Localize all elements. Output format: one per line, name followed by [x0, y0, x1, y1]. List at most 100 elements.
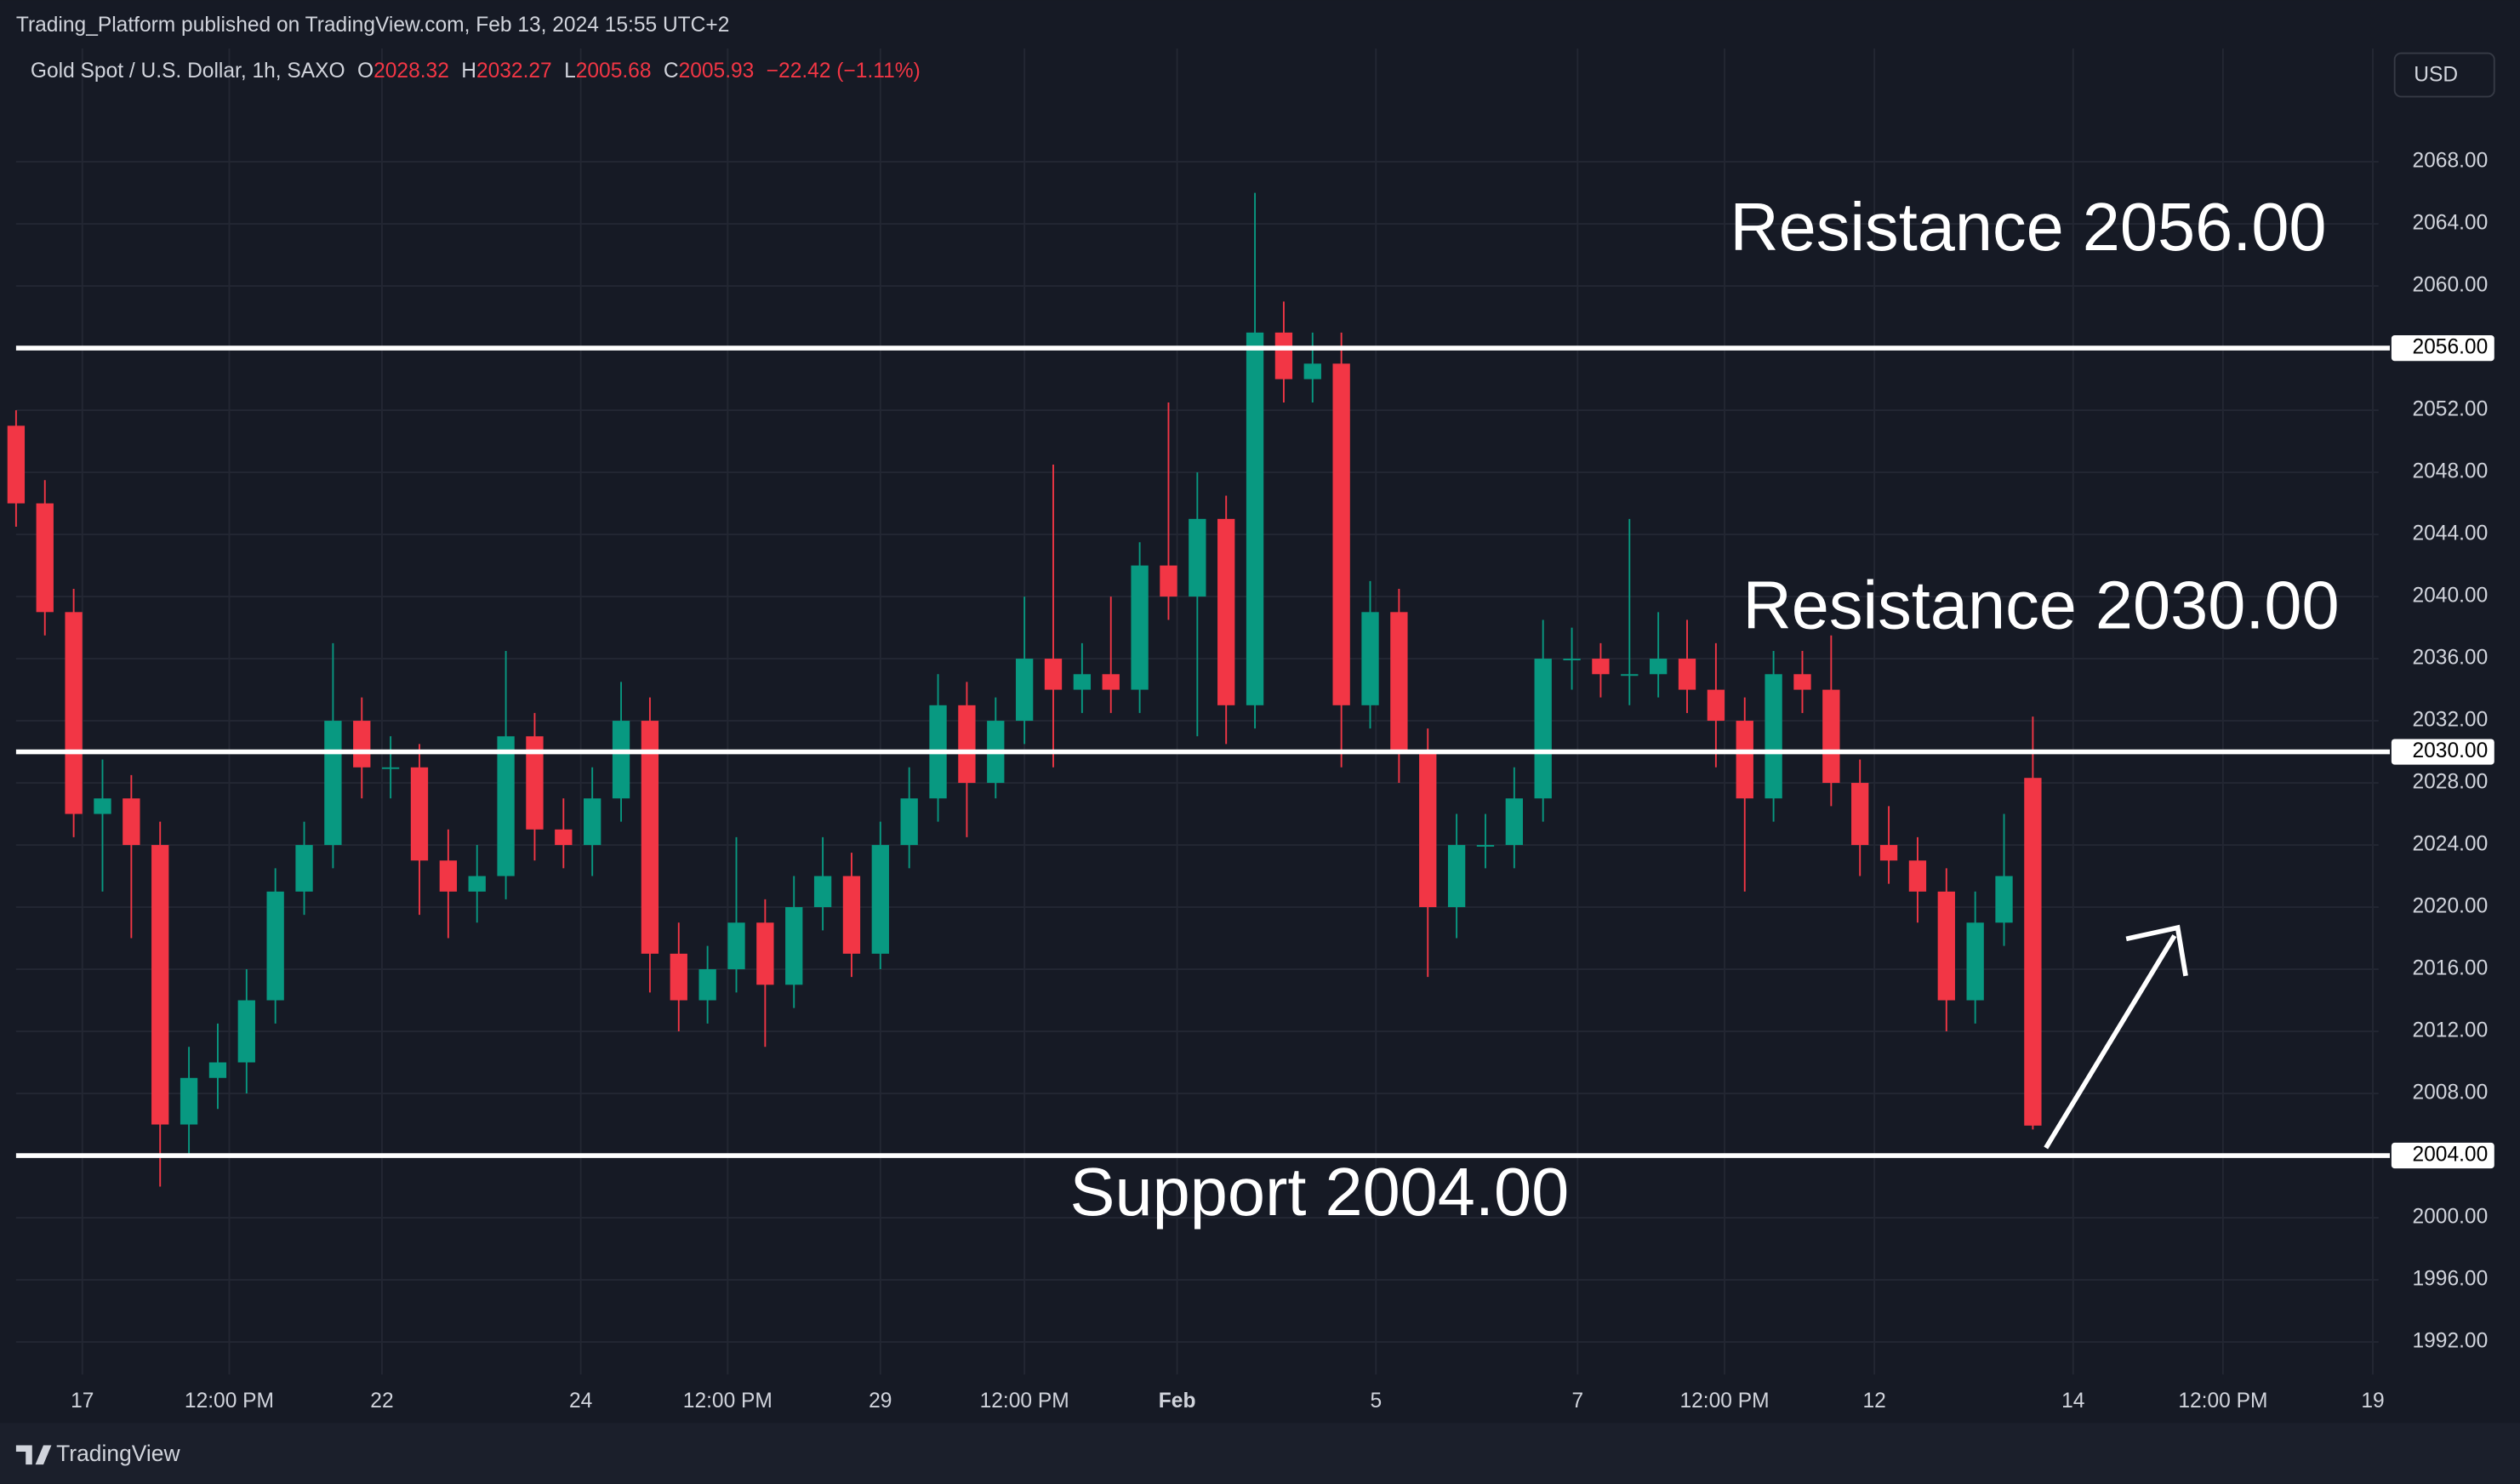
candle-body [208, 1062, 227, 1078]
candle-body [1736, 721, 1753, 799]
candle-body [324, 721, 342, 846]
x-tick-label: 12:00 PM [2178, 1390, 2267, 1413]
footer-logo[interactable]: TradingView [15, 1441, 181, 1466]
ohlc-key: C [664, 60, 679, 83]
arrow-shaft [2044, 934, 2177, 1150]
y-tick-label: 2000.00 [2412, 1206, 2488, 1229]
x-tick-label: 12 [1862, 1390, 1885, 1413]
currency-button[interactable]: USD [2393, 52, 2495, 98]
candle-body [1765, 674, 1782, 799]
footer-brand[interactable]: TradingView [56, 1441, 180, 1466]
ohlc-key: H [461, 60, 476, 83]
footer-bar [0, 1423, 2520, 1484]
ohlc-value: 2028.32 [373, 60, 449, 83]
candle-body [1274, 332, 1293, 380]
candle-body [1908, 860, 1927, 892]
candle-body [1822, 689, 1840, 784]
candle-body [151, 845, 169, 1125]
candle-body [1447, 845, 1466, 908]
x-tick-label: 19 [2361, 1390, 2384, 1413]
candle-body [1505, 798, 1523, 846]
level-axis-box [2391, 334, 2494, 362]
candle-body [295, 845, 313, 892]
ohlc-key: O [357, 60, 373, 83]
y-tick-label: 2068.00 [2412, 150, 2488, 173]
candle-body [1937, 891, 1955, 1001]
candle-body [1678, 659, 1696, 690]
level-axis-box [2391, 1142, 2494, 1169]
x-tick-label: Feb [1159, 1390, 1196, 1413]
x-tick-label: 14 [2061, 1390, 2084, 1413]
candle-body [1592, 659, 1610, 675]
y-tick-label: 2012.00 [2412, 1019, 2488, 1042]
candle-body [1073, 674, 1092, 690]
candle-body [1015, 659, 1034, 722]
candle-body [727, 922, 745, 970]
candle-body [123, 798, 140, 846]
currency-button-box[interactable] [2393, 52, 2495, 98]
candle-body [1160, 565, 1177, 597]
candle-body [1476, 845, 1495, 847]
candle-body [1621, 674, 1639, 676]
x-tick-label: 12:00 PM [683, 1390, 773, 1413]
candle-body [1995, 876, 2013, 923]
ohlc-key: L [564, 60, 576, 83]
candle-body [1879, 845, 1898, 861]
candle-body [1793, 674, 1811, 690]
level-axis-box [2391, 739, 2494, 765]
candle-body [497, 736, 515, 876]
candle-body [2024, 778, 2042, 1126]
level-annotation: Support 2004.00 [1070, 1154, 1570, 1230]
y-tick-label: 2048.00 [2412, 460, 2488, 483]
x-tick-label: 12:00 PM [185, 1390, 274, 1413]
level-axis-label: 2004.00 [2412, 1144, 2488, 1167]
x-tick-label: 7 [1572, 1390, 1584, 1413]
candles-layer [7, 192, 2042, 1187]
candle-body [1102, 674, 1120, 690]
y-tick-label: 2052.00 [2412, 398, 2488, 421]
candle-body [612, 721, 630, 799]
x-tick-label: 17 [71, 1390, 94, 1413]
candle-body [555, 829, 573, 846]
candle-body [1966, 922, 1984, 1001]
candle-body [1217, 518, 1235, 705]
logo-icon[interactable] [15, 1445, 52, 1465]
candle-body [65, 612, 83, 814]
candle-body [670, 953, 687, 1001]
y-tick-label: 2044.00 [2412, 522, 2488, 545]
candle-body [1246, 332, 1264, 705]
y-tick-label: 2024.00 [2412, 833, 2488, 856]
candle-body [1390, 612, 1408, 752]
change-value: −22.42 (−1.11%) [767, 60, 921, 83]
candle-body [526, 736, 544, 830]
currency-label[interactable]: USD [2414, 63, 2458, 86]
candle-body [756, 922, 774, 985]
y-tick-label: 2040.00 [2412, 585, 2488, 608]
candle-body [1707, 689, 1725, 722]
x-tick-label: 22 [370, 1390, 393, 1413]
symbol-title: Gold Spot / U.S. Dollar, 1h, SAXO [31, 60, 345, 83]
candle-body [1419, 751, 1437, 908]
candle-body [7, 425, 26, 504]
ohlc-value: 2032.27 [476, 60, 552, 83]
candle-body [698, 969, 716, 1001]
candle-body [813, 876, 832, 908]
axes-layer: 1992.00 1996.00 2000.00 2008.00 2012.00 2016.… [71, 150, 2488, 1413]
y-tick-label: 2060.00 [2412, 274, 2488, 297]
x-tick-label: 5 [1370, 1390, 1382, 1413]
candle-body [1851, 783, 1869, 846]
y-tick-label: 2036.00 [2412, 647, 2488, 670]
candle-body [958, 705, 976, 784]
x-tick-label: 24 [569, 1390, 592, 1413]
y-tick-label: 2064.00 [2412, 212, 2488, 235]
candle-body [785, 907, 803, 985]
candle-body [900, 798, 918, 846]
candle-body [641, 721, 659, 954]
y-tick-label: 2032.00 [2412, 709, 2488, 732]
y-tick-label: 1992.00 [2412, 1329, 2488, 1352]
candle-body [1534, 659, 1552, 799]
y-tick-label: 2016.00 [2412, 957, 2488, 980]
